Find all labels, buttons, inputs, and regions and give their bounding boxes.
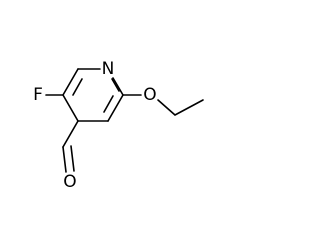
bond <box>112 77 124 96</box>
atom-label: O <box>63 172 76 192</box>
molecule-diagram: N F O O <box>33 59 204 192</box>
double-bond <box>103 95 114 113</box>
atom-label: F <box>33 85 43 105</box>
bond <box>62 120 79 148</box>
bond <box>157 99 204 116</box>
bond <box>62 94 79 122</box>
double-bond <box>72 78 83 96</box>
double-bond <box>111 78 120 92</box>
bond <box>62 146 67 173</box>
double-bond <box>70 145 75 172</box>
atom-label: O <box>143 85 156 105</box>
bond <box>107 94 124 122</box>
bonds <box>45 68 204 173</box>
atom-label: N <box>102 59 115 79</box>
bond <box>62 68 79 96</box>
